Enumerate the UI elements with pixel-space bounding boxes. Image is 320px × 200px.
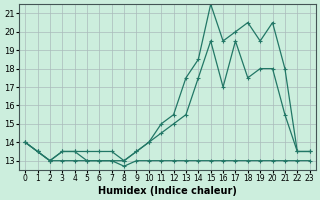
X-axis label: Humidex (Indice chaleur): Humidex (Indice chaleur) — [98, 186, 237, 196]
